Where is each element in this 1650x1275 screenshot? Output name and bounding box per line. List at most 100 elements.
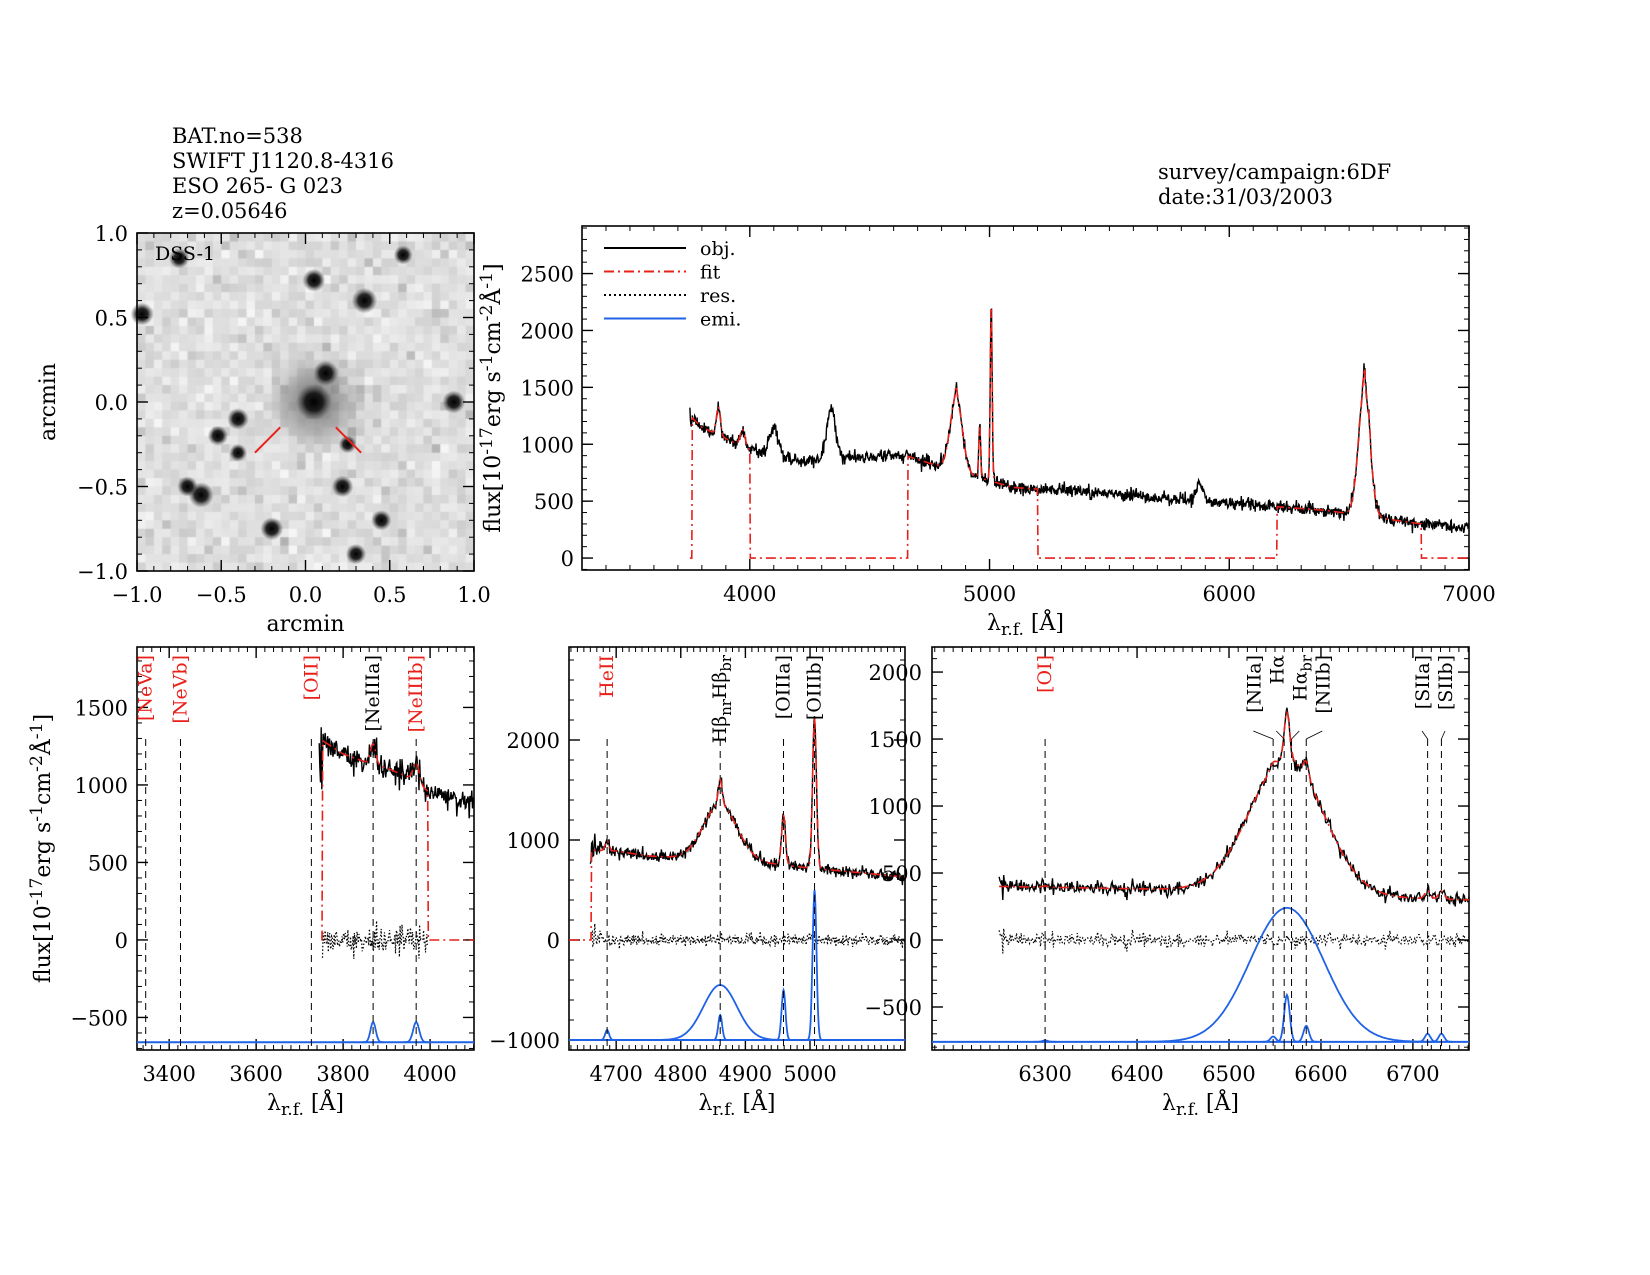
label-leader [1441,730,1446,740]
x-axis-label: λr.f. [Å] [699,1088,776,1120]
y-tick-label: 1000 [75,774,128,798]
x-tick-label: 3800 [316,1062,369,1086]
line-label: [OII] [300,655,322,700]
y-tick-label: 0 [909,929,922,953]
star-source [168,248,190,269]
swift-name: SWIFT J1120.8-4316 [172,149,394,173]
y-tick-label: 2000 [869,661,922,685]
star-source [130,302,154,326]
label-leader [1306,730,1323,740]
star-source [302,268,326,292]
star-source [351,287,378,314]
line-label: Hαbr [1289,654,1315,701]
y-tick-label: 1.0 [95,222,128,246]
bm-series [569,716,905,1046]
plot-frame [581,225,1470,571]
fit-spectrum [321,739,474,941]
line-label: [SIIb] [1435,655,1457,710]
y-tick-label: −500 [70,1006,128,1030]
y-tick-label: 500 [534,490,574,514]
y-tick-label: 0 [547,929,560,953]
line-label: [NIIb] [1312,655,1334,714]
observed-spectrum [689,307,1469,534]
fit-spectrum [999,710,1469,901]
x-tick-label: 0.5 [373,583,406,607]
legend-label-fit: fit [700,262,721,284]
y-tick-label: 2500 [521,263,574,287]
y-tick-label: 1000 [521,433,574,457]
star-source [260,517,284,541]
line-label: HβnrHβbr [709,654,735,743]
y-tick-label: 2000 [507,729,560,753]
y-tick-label: 0 [115,929,128,953]
x-axis-label: arcmin [266,612,344,637]
star-source [442,390,466,414]
star-source [177,476,198,497]
y-tick-label: −1000 [489,1029,560,1053]
x-tick-label: 3600 [229,1062,282,1086]
emission-component [362,1021,384,1044]
line-label: [NeVb] [169,655,191,724]
x-tick-label: 6300 [1018,1062,1071,1086]
line-label: [NIIa] [1243,655,1265,713]
emission-component [1275,992,1298,1043]
y-tick-label: 1000 [869,795,922,819]
x-tick-label: 5000 [783,1062,836,1086]
x-tick-label: 7000 [1442,582,1495,606]
img-axes: −1.0 −0.5 0.0 0.5 1.0 −1.0 −0.5 0.0 0.5 1.0 arcmin… [36,222,491,637]
x-tick-label: 3400 [142,1062,195,1086]
line-label: Hα [1266,655,1288,685]
star-source [331,475,354,498]
x-tick-label: 4000 [403,1062,456,1086]
line-label: [OIIIa] [773,655,795,719]
x-tick-label: 1.0 [457,583,490,607]
y-tick-label: −0.5 [77,476,128,500]
residual-series [591,923,905,949]
x-tick-label: −0.5 [196,583,247,607]
star-source [345,543,367,565]
x-tick-label: 6400 [1110,1062,1163,1086]
date-label: date:31/03/2003 [1158,185,1333,209]
image-survey-label: DSS-1 [155,243,215,265]
emission-component [1295,1024,1318,1043]
fit-spectrum [689,308,1469,559]
y-axis-label: arcmin [36,363,61,441]
legend-label-res: res. [700,285,736,307]
y-tick-label: 1000 [507,829,560,853]
target-galaxy [295,384,332,420]
plot-frame [136,646,475,1051]
y-tick-label: 500 [88,851,128,875]
header-info: BAT.no=538 SWIFT J1120.8-4316 ESO 265- G… [172,124,1391,223]
label-leader [1421,730,1428,740]
star-source [229,443,248,462]
line-label: HeII [596,655,618,698]
plots: −1.0 −0.5 0.0 0.5 1.0 −1.0 −0.5 0.0 0.5 1.0 arcmin… [27,222,1496,1120]
line-label: [NeIIIb] [405,655,427,732]
x-tick-label: 6700 [1386,1062,1439,1086]
label-leader [1253,730,1274,740]
observed-spectrum [998,707,1469,907]
star-source [393,245,413,265]
br-axes: 6300 6400 6500 6600 6700 −500 0 500 1000 1500 2000… [864,646,1470,1120]
x-tick-label: 4000 [723,582,776,606]
line-label: [NeVa] [135,655,157,721]
y-tick-label: 1500 [75,696,128,720]
full-axes: 4000 5000 6000 7000 0 500 1000 1500 2000 2500 λr.f… [477,225,1496,640]
target-marker [335,426,362,454]
survey-label: survey/campaign:6DF [1158,160,1391,184]
y-tick-label: 1500 [521,376,574,400]
x-tick-label: 5000 [963,582,1016,606]
x-tick-label: 0.0 [289,583,322,607]
emission-component [1139,907,1435,1043]
full-series [689,307,1469,559]
x-tick-label: 6000 [1203,582,1256,606]
star-source [312,360,339,387]
star-source [207,425,229,446]
x-tick-label: 6600 [1294,1062,1347,1086]
star-source [338,435,357,454]
emission-component [404,1021,429,1044]
bm-axes: 4700 4800 4900 5000 −1000 0 1000 2000 λr.f. [Å] [489,646,906,1120]
line-label: [OI] [1034,655,1056,693]
